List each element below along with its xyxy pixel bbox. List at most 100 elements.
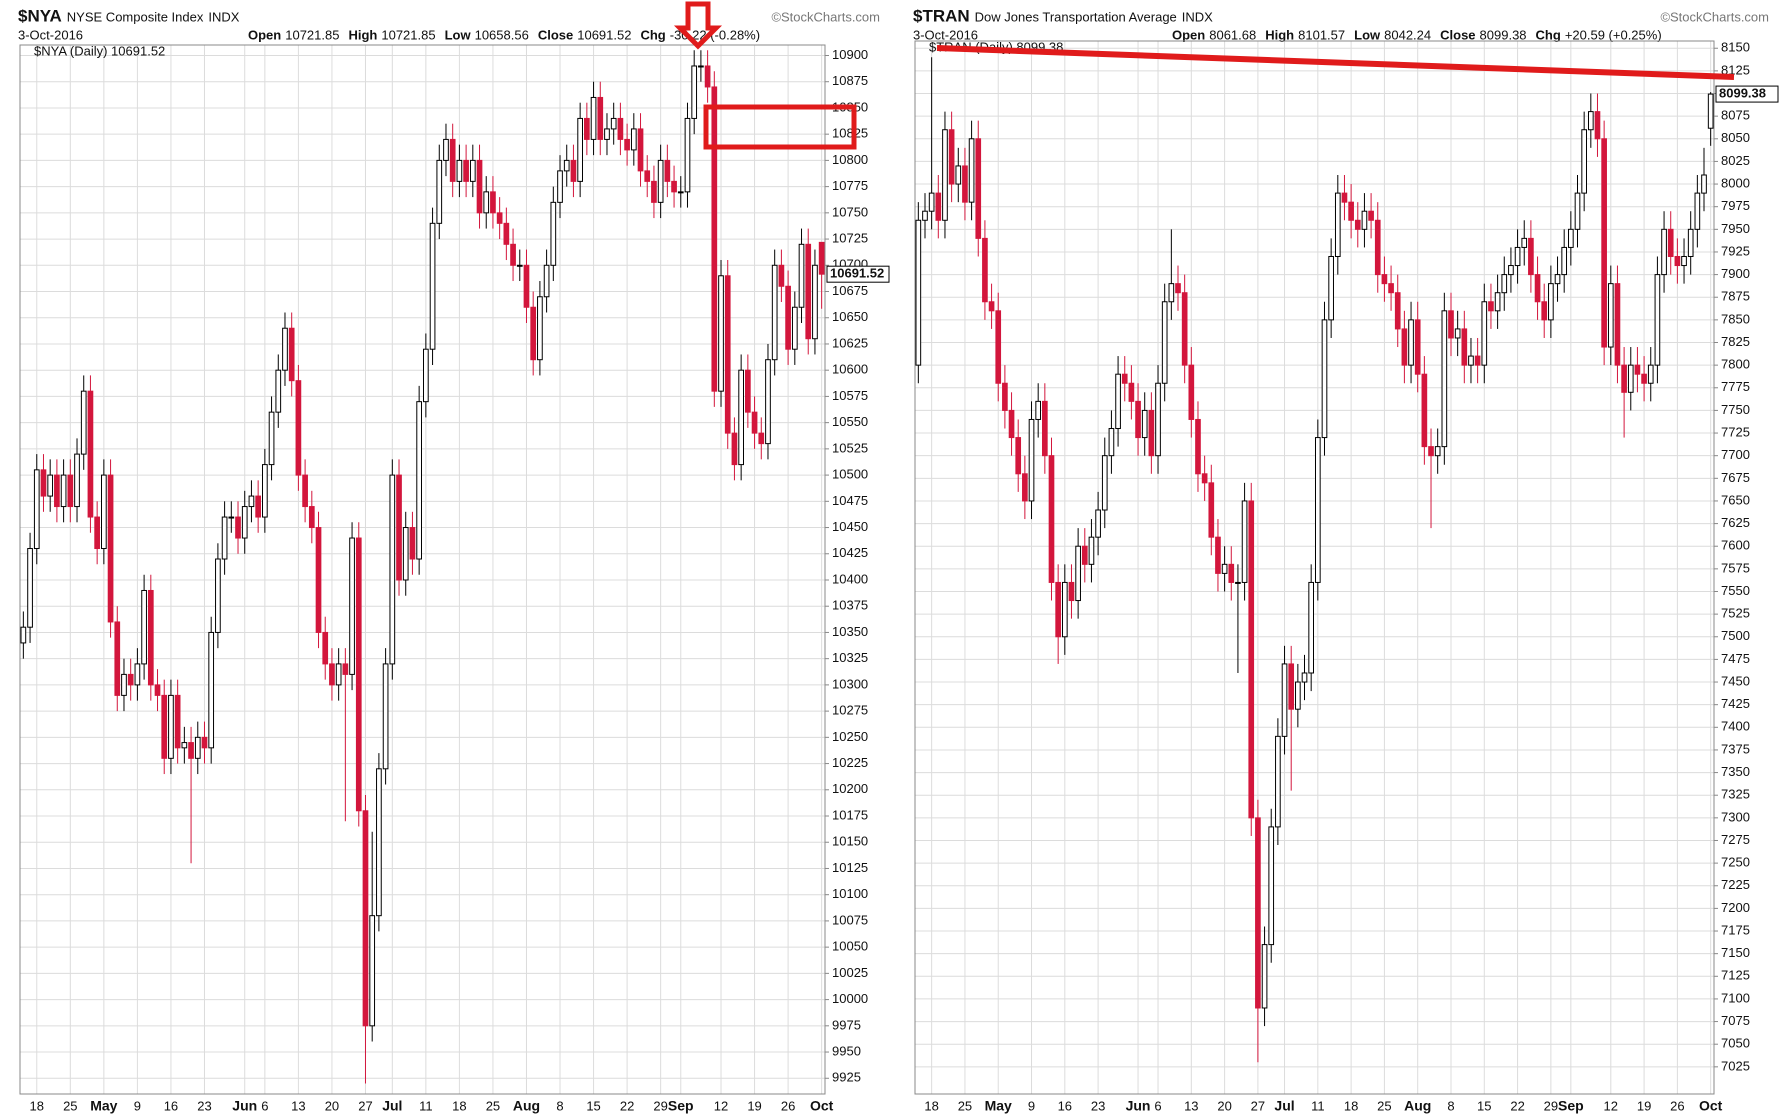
candle-body (60, 474, 67, 508)
candle-body (1574, 192, 1581, 230)
candle-body (1061, 581, 1068, 638)
x-tick-label: 11 (1311, 1098, 1325, 1113)
y-tick-label: 10900 (832, 47, 868, 62)
x-tick-label: 22 (620, 1098, 634, 1113)
stat-label: Chg (640, 27, 665, 42)
candle-body (1541, 301, 1548, 321)
candle-body (228, 516, 235, 519)
y-tick-label: 7975 (1721, 198, 1750, 213)
stat-label: Chg (1536, 27, 1561, 42)
candle-body (1241, 500, 1248, 583)
candle-body (543, 264, 550, 298)
y-tick-label: 7525 (1721, 606, 1750, 621)
stat-value: +20.59 (+0.25%) (1565, 27, 1662, 42)
candle-body (1394, 292, 1401, 330)
exchange: INDX (1182, 9, 1213, 24)
annotations (673, 1, 1735, 150)
last-value-box (826, 265, 890, 283)
candle-body (1441, 310, 1448, 448)
candle-body (1587, 111, 1594, 131)
candle-body (1321, 319, 1328, 439)
y-tick-label: 10100 (832, 886, 868, 901)
candle-body (1281, 663, 1288, 737)
y-tick-label: 10375 (832, 598, 868, 613)
candle-body (577, 117, 583, 182)
candle-body (1607, 283, 1614, 348)
candle-body (221, 516, 228, 560)
candle-body (349, 537, 355, 675)
y-tick-label: 8025 (1721, 153, 1750, 168)
x-tick-label: Jul (382, 1098, 402, 1114)
candle-body (248, 495, 255, 508)
candle-body (1334, 192, 1341, 257)
y-tick-label: 7950 (1721, 221, 1750, 236)
candle-body (1661, 228, 1667, 276)
candle-body (1268, 826, 1275, 946)
y-tick-label: 7325 (1721, 787, 1750, 802)
candle-body (637, 128, 644, 172)
candle-body (121, 673, 127, 696)
candle-body (523, 264, 530, 308)
date: 3-Oct-2016 (18, 27, 83, 42)
candle-body (1055, 581, 1061, 638)
symbol: $NYA (18, 6, 62, 25)
x-tick-label: 29 (1544, 1098, 1558, 1113)
candle-body (1501, 274, 1508, 294)
candle-body (268, 411, 275, 466)
y-tick-label: 7450 (1721, 673, 1750, 688)
x-tick-label: 27 (1251, 1098, 1265, 1113)
y-tick-label: 8125 (1721, 62, 1750, 77)
candle-body (1421, 373, 1428, 448)
y-tick-label: 10150 (832, 834, 868, 849)
y-tick-label: 10800 (832, 152, 868, 167)
date: 3-Oct-2016 (913, 27, 978, 42)
candle-body (288, 327, 295, 382)
y-tick-label: 7825 (1721, 334, 1750, 349)
x-tick-label: Sep (1558, 1098, 1584, 1114)
candle-body (443, 138, 449, 161)
candle-body (630, 128, 637, 151)
candle-body (1554, 274, 1561, 285)
symbol: $TRAN (913, 6, 970, 25)
y-tick-label: 7225 (1721, 877, 1750, 892)
candle-body (785, 285, 791, 350)
candle-body (765, 359, 771, 445)
y-tick-label: 10575 (832, 388, 868, 403)
candle-body (67, 474, 74, 508)
exchange: INDX (208, 9, 239, 24)
candle-body (731, 432, 738, 466)
candle-body (530, 306, 537, 361)
x-tick-label: Jul (1274, 1098, 1294, 1114)
candle-body (1101, 455, 1108, 511)
stat-value: 10691.52 (577, 27, 631, 42)
candle-body (396, 474, 402, 581)
last-value: 10691.52 (830, 266, 884, 281)
candle-body (1594, 111, 1601, 140)
y-tick-label: 10025 (832, 965, 868, 980)
y-tick-label: 10525 (832, 440, 868, 455)
candle-body (975, 138, 982, 239)
candle-body (201, 736, 208, 749)
candle-body (664, 159, 671, 182)
source: ©StockCharts.com (771, 9, 880, 24)
candle-body (1568, 228, 1574, 248)
candle-body (1255, 817, 1261, 1009)
candle-body (322, 631, 329, 665)
candle-body (1654, 274, 1661, 366)
candle-body (87, 390, 94, 518)
y-tick-label: 7375 (1721, 741, 1750, 756)
candle-body (698, 65, 704, 68)
stat-label: Close (538, 27, 573, 42)
candle-body (429, 222, 436, 350)
candle-body (1681, 255, 1687, 267)
candle-body (1374, 219, 1381, 276)
candle-body (208, 631, 215, 749)
stat-value: 8061.68 (1209, 27, 1256, 42)
x-tick-label: Sep (668, 1098, 694, 1114)
y-tick-label: 7775 (1721, 379, 1750, 394)
candle-body (928, 192, 935, 212)
red-box (703, 104, 857, 150)
y-tick-label: 10400 (832, 571, 868, 586)
x-tick-label: 25 (958, 1098, 972, 1113)
candle-body (1148, 409, 1155, 457)
